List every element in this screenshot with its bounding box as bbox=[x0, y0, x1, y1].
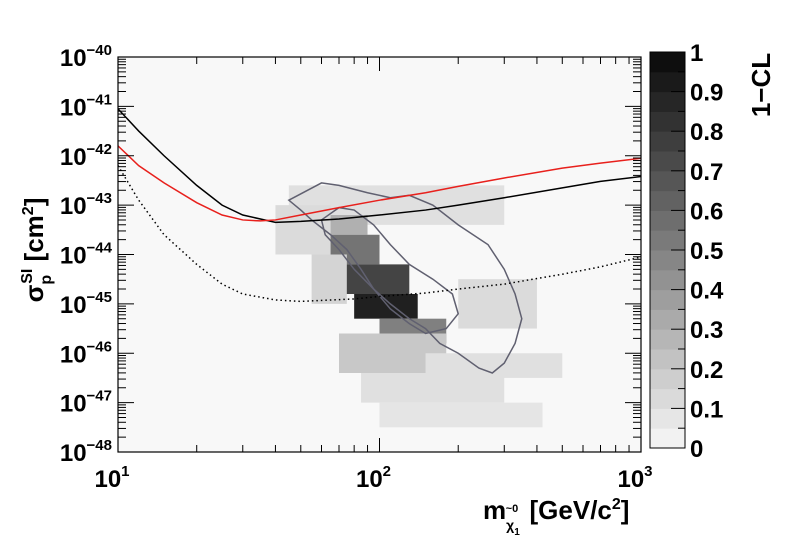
y-tick-label-base: 10 bbox=[60, 243, 87, 270]
colorbar-tick-label: 0.9 bbox=[690, 80, 723, 107]
colorbar-segment bbox=[650, 329, 685, 350]
x-tick-label-exp: 2 bbox=[383, 463, 391, 480]
y-axis-title-unit: [cm bbox=[19, 215, 49, 268]
x-tick-label: 102 bbox=[356, 463, 391, 493]
colorbar-segment bbox=[650, 170, 685, 192]
y-tick-label-base: 10 bbox=[60, 341, 87, 368]
y-tick-label: 10−44 bbox=[60, 240, 113, 270]
y-tick-label-exp: −42 bbox=[87, 141, 112, 158]
x-tick-label-exp: 3 bbox=[644, 463, 652, 480]
colorbar-segment bbox=[650, 428, 685, 449]
y-tick-label-exp: −43 bbox=[87, 190, 112, 207]
x-tick-label-base: 10 bbox=[617, 466, 644, 493]
y-tick-label-exp: −48 bbox=[87, 437, 112, 454]
y-tick-label: 10−40 bbox=[60, 42, 112, 72]
y-tick-label: 10−45 bbox=[60, 289, 112, 319]
y-tick-label: 10−43 bbox=[60, 190, 112, 220]
colorbar-segment bbox=[650, 111, 685, 132]
x-tick-label-exp: 1 bbox=[121, 463, 129, 480]
colorbar-tick-label: 0.8 bbox=[690, 119, 723, 146]
x-axis-title-sub1: 1 bbox=[514, 527, 520, 538]
x-tick-label: 103 bbox=[617, 463, 652, 493]
colorbar-tick-label: 0.4 bbox=[690, 278, 724, 305]
y-axis-title-unit-end: ] bbox=[19, 198, 49, 207]
y-tick-label-base: 10 bbox=[60, 94, 87, 121]
y-tick-label: 10−47 bbox=[60, 388, 112, 418]
colorbar-tick-label: 0.3 bbox=[690, 317, 723, 344]
y-tick-label-base: 10 bbox=[60, 292, 87, 319]
x-axis-title-unit: [GeV/c bbox=[522, 495, 612, 525]
y-tick-label: 10−48 bbox=[60, 437, 112, 467]
y-tick-label-base: 10 bbox=[60, 144, 87, 171]
colorbar-segment bbox=[650, 250, 685, 271]
colorbar-segment bbox=[650, 349, 685, 370]
heatmap-cell bbox=[458, 279, 537, 329]
y-tick-label-exp: −40 bbox=[87, 42, 112, 59]
y-axis-title-sub: p bbox=[38, 275, 55, 285]
y-tick-label-base: 10 bbox=[60, 391, 87, 418]
y-tick-label-exp: −46 bbox=[87, 338, 112, 355]
colorbar-title: 1−CL bbox=[746, 53, 776, 117]
y-tick-label-base: 10 bbox=[60, 45, 87, 72]
colorbar-segment bbox=[650, 210, 685, 231]
y-tick-label: 10−42 bbox=[60, 141, 112, 171]
y-tick-label: 10−41 bbox=[60, 91, 112, 121]
y-axis-title-sigma: σ bbox=[19, 284, 49, 302]
colorbar-segment bbox=[650, 230, 685, 251]
y-tick-label-base: 10 bbox=[60, 193, 87, 220]
colorbar-tick-label: 0.7 bbox=[690, 159, 723, 186]
y-tick-label-exp: −45 bbox=[87, 289, 112, 306]
confidence-contour-2 bbox=[320, 206, 460, 335]
heatmap-cell bbox=[311, 254, 347, 304]
y-axis-title-sup: SI bbox=[19, 269, 36, 284]
y-axis: 10−4810−4710−4610−4510−4410−4310−4210−41… bbox=[60, 42, 641, 467]
colorbar-tick-label: 0.1 bbox=[690, 396, 723, 423]
colorbar-segment bbox=[650, 131, 685, 152]
heatmap-layer bbox=[275, 185, 563, 428]
x-axis-title-tilde: ~0 bbox=[506, 503, 519, 515]
x-axis-title: mχ1 ~0 [GeV/c2] bbox=[483, 495, 629, 538]
colorbar-segment bbox=[650, 71, 685, 93]
colorbar-segment bbox=[650, 190, 685, 211]
x-tick-label-base: 10 bbox=[94, 466, 121, 493]
limit-curve-dotted bbox=[117, 165, 642, 303]
colorbar-tick-label: 0.5 bbox=[690, 238, 723, 265]
heatmap-cell bbox=[354, 294, 418, 319]
x-tick-label-base: 10 bbox=[356, 466, 383, 493]
colorbar-segment bbox=[650, 52, 685, 73]
heatmap-cell bbox=[425, 353, 563, 378]
y-tick-label: 10−46 bbox=[60, 338, 112, 368]
y-axis-title: σpSI [cm2] bbox=[19, 198, 55, 303]
x-axis-title-main: m bbox=[483, 495, 506, 525]
colorbar-segment bbox=[650, 309, 685, 330]
colorbar-tick-label: 0.6 bbox=[690, 198, 723, 225]
x-axis: 101 102 103 bbox=[94, 57, 653, 493]
y-tick-label-exp: −41 bbox=[87, 91, 112, 108]
colorbar-segment bbox=[650, 289, 685, 310]
colorbar-segment bbox=[650, 91, 685, 112]
y-tick-label-exp: −47 bbox=[87, 388, 112, 405]
x-axis-title-unit-end: ] bbox=[621, 495, 630, 525]
limit-curve-black bbox=[117, 108, 642, 224]
x-axis-title-chi: χ bbox=[506, 517, 514, 533]
colorbar-segment bbox=[650, 408, 685, 429]
colorbar-segment bbox=[650, 368, 685, 390]
line-layer bbox=[117, 108, 642, 303]
y-axis-title-unit-sup: 2 bbox=[20, 206, 37, 215]
x-axis-title-unit-sup: 2 bbox=[612, 496, 621, 513]
colorbar-segment bbox=[650, 388, 685, 409]
limit-curve-red bbox=[117, 145, 642, 222]
heatmap-cell bbox=[379, 402, 543, 428]
heatmap-cell bbox=[275, 205, 331, 255]
colorbar-segment bbox=[650, 269, 685, 291]
x-tick-label: 101 bbox=[94, 463, 129, 493]
y-tick-label-base: 10 bbox=[60, 440, 87, 467]
colorbar-tick-label: 0.2 bbox=[690, 357, 723, 384]
colorbar-tick-label: 1 bbox=[690, 40, 703, 67]
y-tick-label-exp: −44 bbox=[87, 240, 113, 257]
colorbar-tick-label: 0 bbox=[690, 436, 703, 463]
colorbar-segment bbox=[650, 151, 685, 172]
colorbar: 0 0.1 0.2 0.3 0.4 0.5 0.6 0.7 0.8 0.9 1 bbox=[649, 40, 724, 463]
